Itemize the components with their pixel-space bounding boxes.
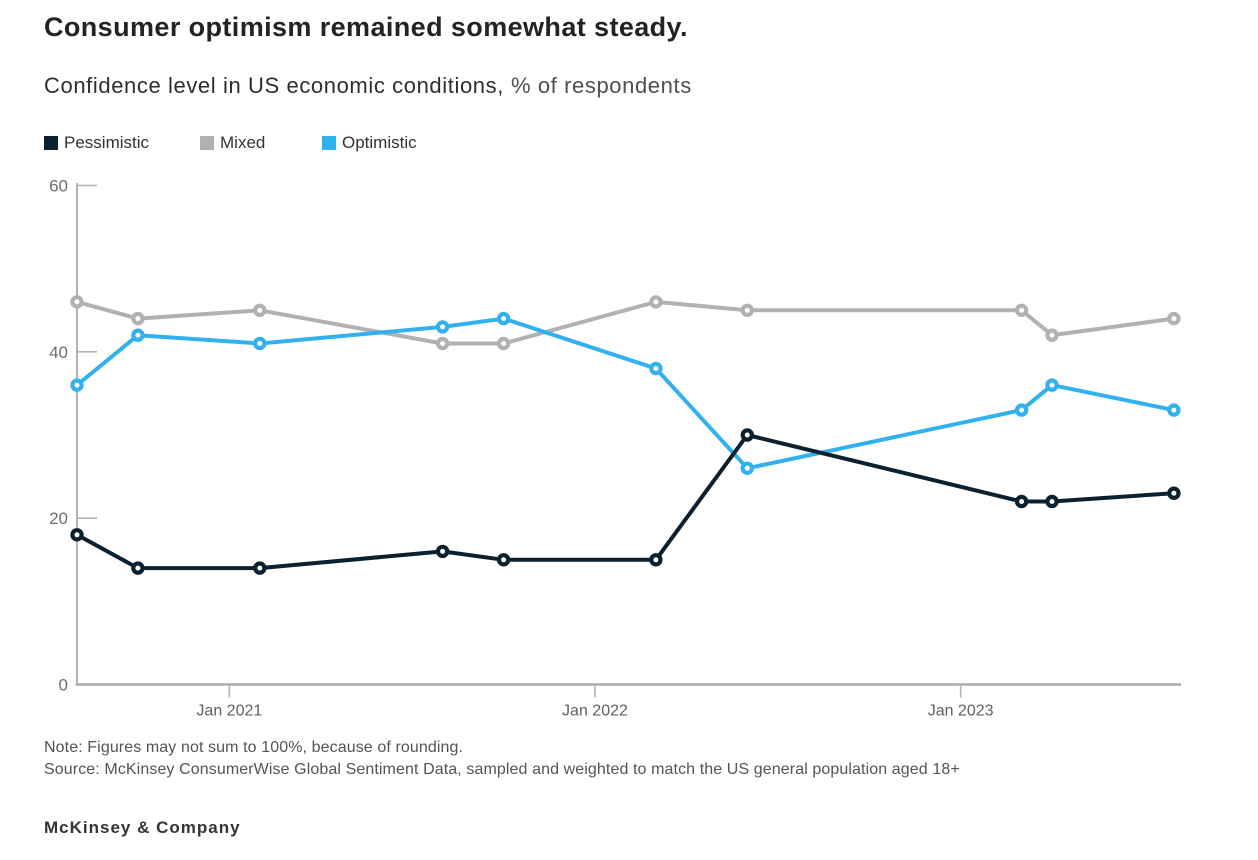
data-point-mixed-2 <box>253 303 267 317</box>
legend-item-pessimistic: Pessimistic <box>44 133 149 153</box>
data-point-mixed-1 <box>131 311 145 326</box>
data-point-mixed-3 <box>435 336 450 351</box>
data-point-pessimistic-8 <box>1045 494 1059 509</box>
series-line-mixed <box>75 299 1176 346</box>
data-point-optimistic-2 <box>253 336 267 351</box>
legend-swatch-mixed <box>200 136 214 150</box>
data-point-optimistic-5 <box>649 361 663 376</box>
chart-legend: Pessimistic Mixed Optimistic <box>0 133 1258 153</box>
data-point-mixed-4 <box>496 336 511 351</box>
page-title: Consumer optimism remained somewhat stea… <box>44 12 688 42</box>
chart-subtitle: Confidence level in US economic conditio… <box>44 73 692 99</box>
data-point-mixed-9 <box>1167 311 1181 326</box>
legend-item-optimistic: Optimistic <box>322 133 417 153</box>
data-point-mixed-0 <box>70 295 84 309</box>
legend-label-optimistic: Optimistic <box>342 133 417 152</box>
data-point-mixed-8 <box>1045 328 1059 342</box>
data-point-optimistic-1 <box>131 328 145 342</box>
y-tick-label-0: 0 <box>59 676 68 695</box>
series-line-optimistic <box>75 316 1176 471</box>
note-text: Note: Figures may not sum to 100%, becau… <box>44 739 464 756</box>
data-point-optimistic-3 <box>435 320 450 334</box>
y-tick-label-40: 40 <box>49 343 68 362</box>
data-point-pessimistic-7 <box>1014 494 1029 509</box>
legend-label-mixed: Mixed <box>220 133 266 152</box>
data-point-optimistic-8 <box>1045 378 1059 392</box>
data-point-mixed-6 <box>740 303 755 317</box>
y-tick-label-60: 60 <box>49 177 68 196</box>
chart-subtitle-unit: % of respondents <box>510 73 692 98</box>
x-tick-label-jan-2021: Jan 2021 <box>196 703 262 720</box>
data-point-pessimistic-5 <box>649 553 663 567</box>
series-line-pessimistic <box>75 433 1176 571</box>
data-point-pessimistic-4 <box>496 553 511 567</box>
source-text: Source: McKinsey ConsumerWise Global Sen… <box>44 761 960 778</box>
data-point-optimistic-4 <box>496 311 511 326</box>
x-tick-label-jan-2022: Jan 2022 <box>562 703 628 720</box>
chart-subtitle-main: Confidence level in US economic conditio… <box>44 73 504 98</box>
legend-label-pessimistic: Pessimistic <box>64 133 150 152</box>
legend-swatch-optimistic <box>322 136 336 150</box>
legend-item-mixed: Mixed <box>200 133 265 153</box>
data-point-pessimistic-9 <box>1167 486 1181 500</box>
data-point-mixed-7 <box>1014 303 1029 317</box>
legend-swatch-pessimistic <box>44 136 58 150</box>
chart-footnotes: Note: Figures may not sum to 100%, becau… <box>44 737 1214 781</box>
mckinsey-logo: McKinsey & Company <box>44 818 241 837</box>
data-point-optimistic-0 <box>70 378 84 392</box>
data-point-pessimistic-6 <box>740 428 755 442</box>
y-tick-label-20: 20 <box>49 509 68 528</box>
data-point-optimistic-7 <box>1014 403 1029 417</box>
data-point-pessimistic-3 <box>435 544 450 559</box>
data-point-mixed-5 <box>649 295 663 309</box>
data-point-optimistic-9 <box>1167 403 1181 417</box>
x-tick-label-jan-2023: Jan 2023 <box>928 703 994 720</box>
data-point-pessimistic-0 <box>70 528 84 542</box>
data-point-optimistic-6 <box>740 461 755 475</box>
data-point-pessimistic-1 <box>131 561 145 575</box>
data-point-pessimistic-2 <box>253 561 267 575</box>
